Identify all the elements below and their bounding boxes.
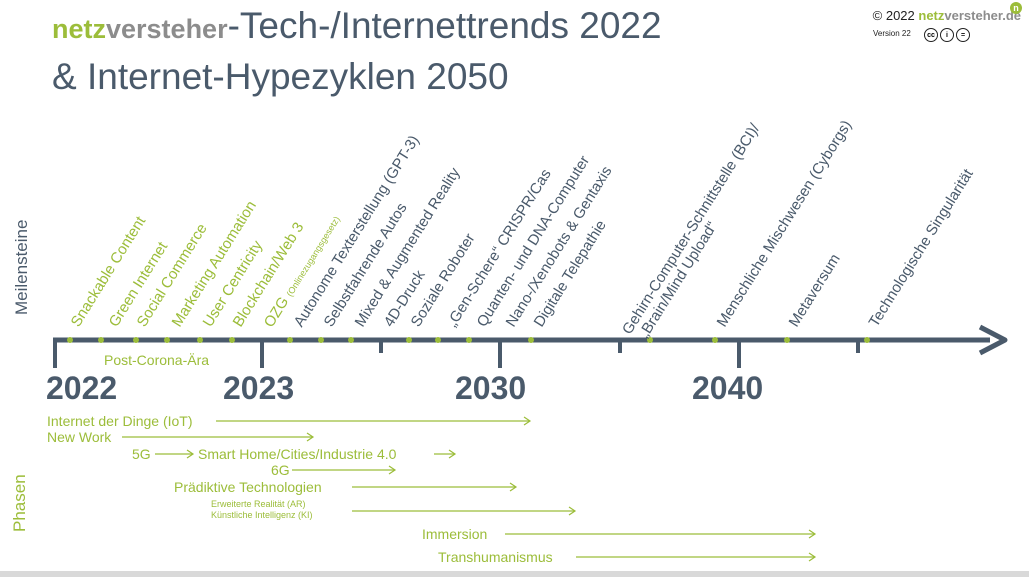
phase-arrows	[122, 416, 817, 562]
year-2023: 2023	[223, 370, 295, 406]
brand-versteher: versteher	[106, 14, 228, 44]
title-line2: & Internet-Hypezyklen 2050	[52, 56, 509, 97]
version-label: Version 22	[873, 29, 911, 38]
phase-ar: Erweiterte Realität (AR)	[211, 499, 306, 509]
year-2030: 2030	[455, 370, 527, 406]
phase-smart-home: Smart Home/Cities/Industrie 4.0	[198, 446, 397, 462]
nd-icon: =	[956, 28, 970, 42]
year-2022: 2022	[46, 370, 118, 406]
year-2040: 2040	[692, 370, 764, 406]
copyright-netz: netz	[918, 8, 945, 23]
copyright-prefix: © 2022	[872, 8, 919, 23]
brand-badge-icon: n	[1010, 2, 1022, 14]
timeline-dots	[67, 337, 870, 343]
phase-ki: Künstliche Intelligenz (KI)	[211, 510, 313, 520]
copyright: © 2022 netzversteher.de	[873, 8, 1021, 23]
title-line1: -Tech-/Internettrends 2022	[227, 5, 662, 46]
bottom-bar	[0, 571, 1029, 577]
phase-iot: Internet der Dinge (IoT)	[47, 413, 193, 429]
post-corona-label: Post-Corona-Ära	[104, 352, 210, 368]
timeline-arrowhead	[978, 324, 1008, 356]
phase-immersion: Immersion	[422, 526, 488, 542]
page-title: netzversteher-Tech-/Internettrends 2022 …	[52, 2, 662, 101]
brand-netz: netz	[52, 14, 106, 44]
phase-6g: 6G	[271, 462, 290, 478]
copyright-rest: versteher.de	[944, 8, 1021, 23]
phase-new-work: New Work	[47, 429, 112, 445]
phase-transhumanismus: Transhumanismus	[438, 549, 553, 565]
by-icon: i	[940, 28, 954, 42]
phase-5g: 5G	[132, 446, 151, 462]
license-icons: cc i =	[924, 28, 970, 42]
cc-icon: cc	[924, 28, 938, 42]
timeline-ticks	[53, 338, 860, 368]
phase-praediktive-technologien: Prädiktive Technologien	[174, 479, 322, 495]
